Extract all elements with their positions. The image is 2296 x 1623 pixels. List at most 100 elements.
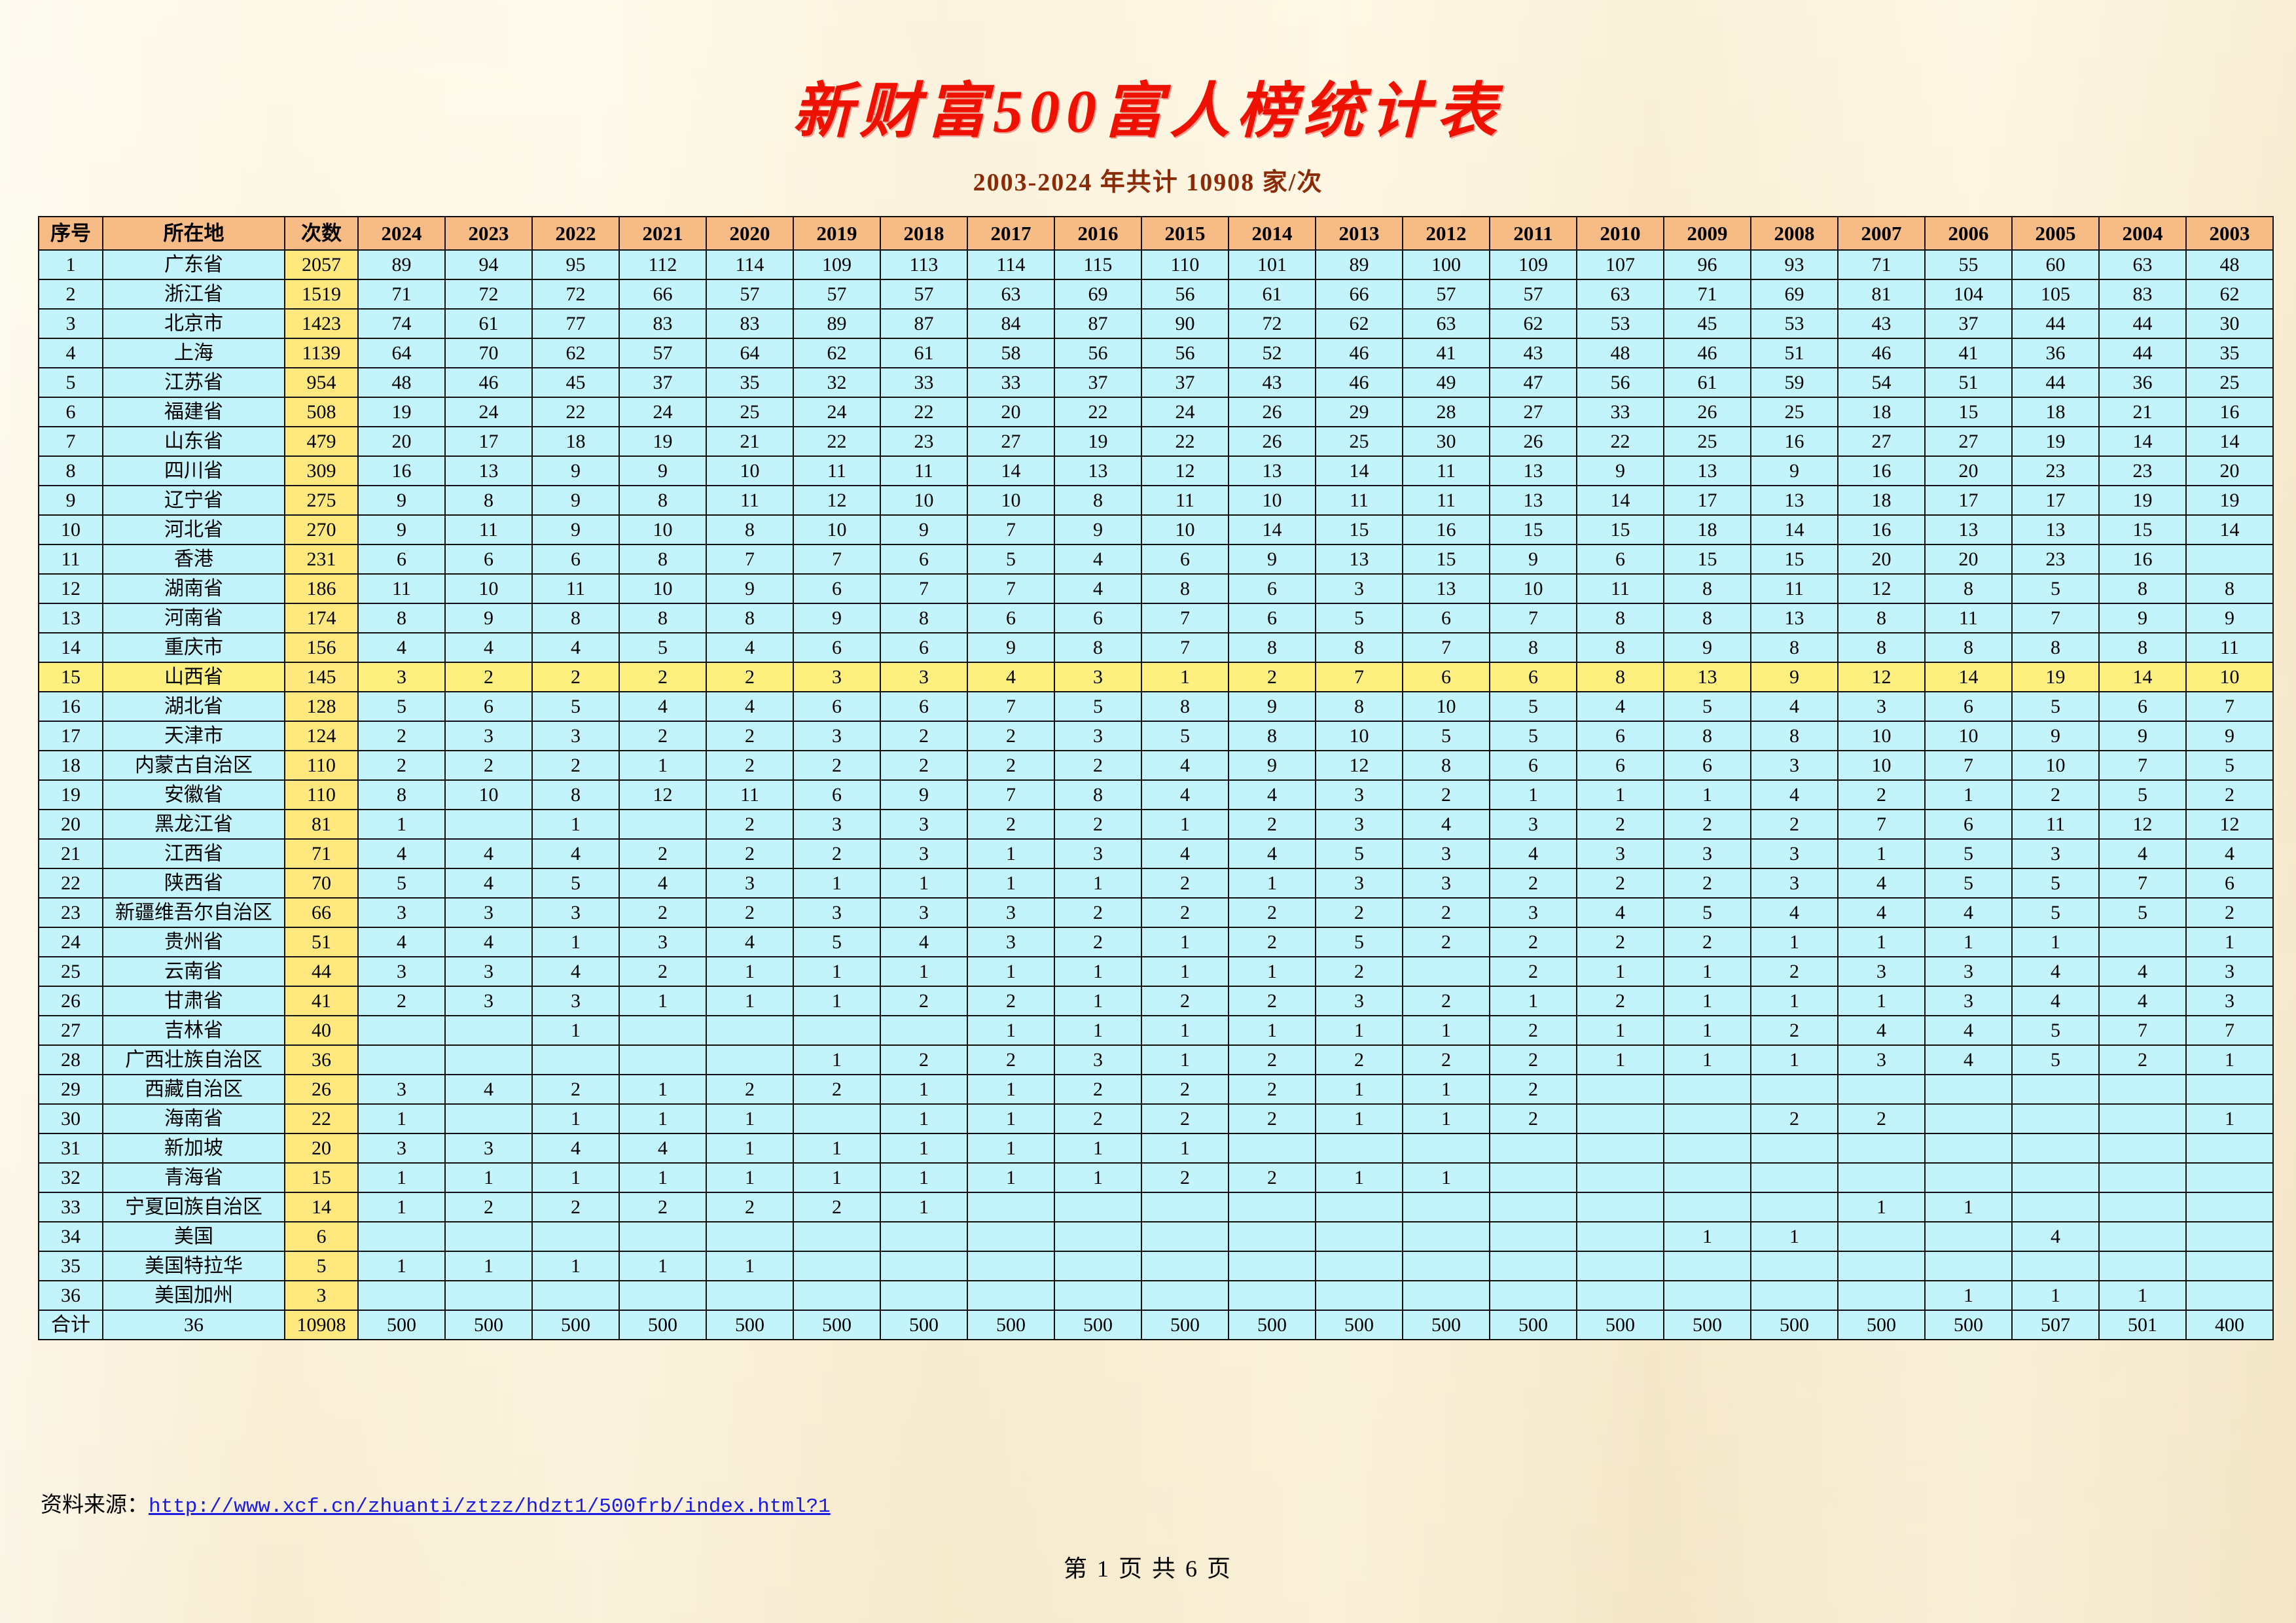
cell-year-2018: 3 bbox=[880, 838, 968, 869]
cell-year-2011: 1 bbox=[1489, 779, 1577, 810]
cell-year-2012 bbox=[1402, 1280, 1490, 1311]
total-year-2019: 500 bbox=[793, 1310, 881, 1340]
cell-year-2019: 6 bbox=[793, 691, 881, 722]
total-year-2010: 500 bbox=[1576, 1310, 1664, 1340]
cell-year-2003: 5 bbox=[2185, 750, 2274, 781]
cell-year-2009: 96 bbox=[1663, 249, 1751, 280]
cell-year-2006: 6 bbox=[1924, 809, 2013, 840]
cell-year-2020: 2 bbox=[706, 662, 794, 692]
cell-year-2008: 51 bbox=[1750, 338, 1839, 368]
cell-year-2019: 5 bbox=[793, 927, 881, 957]
source-url-link[interactable]: http://www.xcf.cn/zhuanti/ztzz/hdzt1/500… bbox=[149, 1495, 831, 1518]
cell-year-2024: 1 bbox=[357, 1103, 446, 1134]
cell-year-2021: 3 bbox=[619, 927, 707, 957]
cell-year-2024: 16 bbox=[357, 455, 446, 486]
cell-year-2020: 2 bbox=[706, 721, 794, 751]
total-year-2009: 500 bbox=[1663, 1310, 1751, 1340]
cell-year-2011: 6 bbox=[1489, 662, 1577, 692]
cell-year-2020 bbox=[706, 1221, 794, 1252]
cell-year-2004: 8 bbox=[2098, 573, 2187, 604]
cell-year-2019 bbox=[793, 1221, 881, 1252]
cell-year-2013: 62 bbox=[1315, 308, 1403, 339]
cell-year-2010: 8 bbox=[1576, 662, 1664, 692]
cell-year-2006: 8 bbox=[1924, 573, 2013, 604]
cell-year-2012: 63 bbox=[1402, 308, 1490, 339]
cell-year-2024: 20 bbox=[357, 426, 446, 457]
cell-year-2020: 3 bbox=[706, 868, 794, 899]
cell-year-2009: 1 bbox=[1663, 1221, 1751, 1252]
cell-year-2023: 94 bbox=[444, 249, 533, 280]
cell-year-2006: 13 bbox=[1924, 514, 2013, 545]
cell-year-2016: 115 bbox=[1054, 249, 1142, 280]
cell-year-2016: 1 bbox=[1054, 956, 1142, 987]
cell-year-2016: 2 bbox=[1054, 897, 1142, 928]
cell-year-2012: 13 bbox=[1402, 573, 1490, 604]
table-row: 20 黑龙江省 81 1 1 2 3 3 2 2 1 2 3 4 3 2 2 2 7 6 11 12 12 bbox=[38, 809, 2274, 840]
cell-year-2006: 5 bbox=[1924, 868, 2013, 899]
cell-year-2023: 10 bbox=[444, 779, 533, 810]
cell-year-2003: 9 bbox=[2185, 603, 2274, 633]
cell-year-2015: 1 bbox=[1141, 1044, 1229, 1075]
cell-year-2005: 5 bbox=[2011, 868, 2100, 899]
cell-year-2005: 3 bbox=[2011, 838, 2100, 869]
cell-year-2015 bbox=[1141, 1280, 1229, 1311]
cell-year-2011: 3 bbox=[1489, 809, 1577, 840]
cell-year-2012: 41 bbox=[1402, 338, 1490, 368]
cell-year-2015 bbox=[1141, 1192, 1229, 1222]
cell-year-2020: 2 bbox=[706, 897, 794, 928]
cell-year-2021: 1 bbox=[619, 1103, 707, 1134]
cell-year-2005: 7 bbox=[2011, 603, 2100, 633]
cell-year-2024: 2 bbox=[357, 986, 446, 1016]
cell-year-2019: 7 bbox=[793, 544, 881, 575]
cell-year-2004: 19 bbox=[2098, 485, 2187, 516]
cell-year-2024: 3 bbox=[357, 662, 446, 692]
cell-year-2022: 8 bbox=[531, 603, 620, 633]
cell-year-2009: 1 bbox=[1663, 1015, 1751, 1046]
cell-year-2023: 2 bbox=[444, 662, 533, 692]
cell-year-2022: 2 bbox=[531, 1074, 620, 1105]
cell-year-2022: 2 bbox=[531, 662, 620, 692]
cell-index: 19 bbox=[38, 779, 103, 810]
cell-year-2015: 1 bbox=[1141, 927, 1229, 957]
cell-year-2007: 10 bbox=[1837, 750, 1926, 781]
cell-year-2020: 83 bbox=[706, 308, 794, 339]
cell-year-2011: 7 bbox=[1489, 603, 1577, 633]
cell-year-2023: 3 bbox=[444, 1133, 533, 1164]
cell-index: 9 bbox=[38, 485, 103, 516]
cell-year-2021: 57 bbox=[619, 338, 707, 368]
cell-year-2021: 2 bbox=[619, 897, 707, 928]
cell-year-2015: 7 bbox=[1141, 632, 1229, 663]
cell-year-2016: 3 bbox=[1054, 1044, 1142, 1075]
cell-year-2022: 5 bbox=[531, 691, 620, 722]
cell-year-2018: 4 bbox=[880, 927, 968, 957]
cell-year-2008: 9 bbox=[1750, 455, 1839, 486]
cell-year-2006: 3 bbox=[1924, 956, 2013, 987]
cell-year-2020: 2 bbox=[706, 1192, 794, 1222]
table-body: 1 广东省 2057 89 94 95 112 114 109 113 114 115 110 101 89… bbox=[38, 249, 2274, 1340]
cell-year-2005: 9 bbox=[2011, 721, 2100, 751]
cell-year-2004: 63 bbox=[2098, 249, 2187, 280]
cell-year-2010 bbox=[1576, 1221, 1664, 1252]
total-year-2013: 500 bbox=[1315, 1310, 1403, 1340]
cell-year-2018 bbox=[880, 1251, 968, 1281]
cell-year-2010: 8 bbox=[1576, 632, 1664, 663]
cell-year-2020: 11 bbox=[706, 485, 794, 516]
cell-year-2014: 2 bbox=[1228, 1044, 1316, 1075]
cell-year-2007: 4 bbox=[1837, 1015, 1926, 1046]
cell-year-2022: 4 bbox=[531, 1133, 620, 1164]
cell-year-2019: 1 bbox=[793, 1162, 881, 1193]
cell-year-2011: 9 bbox=[1489, 544, 1577, 575]
cell-year-2021: 1 bbox=[619, 1074, 707, 1105]
column-header-year-2008: 2008 bbox=[1750, 216, 1839, 251]
cell-year-2011: 62 bbox=[1489, 308, 1577, 339]
cell-year-2016: 4 bbox=[1054, 573, 1142, 604]
column-header-year-2020: 2020 bbox=[706, 216, 794, 251]
cell-year-2009: 1 bbox=[1663, 956, 1751, 987]
cell-index: 36 bbox=[38, 1280, 103, 1311]
cell-year-2006: 5 bbox=[1924, 838, 2013, 869]
cell-year-2014: 9 bbox=[1228, 544, 1316, 575]
cell-year-2010: 63 bbox=[1576, 279, 1664, 310]
cell-year-2016: 37 bbox=[1054, 367, 1142, 398]
cell-index: 8 bbox=[38, 455, 103, 486]
cell-year-2017: 2 bbox=[967, 750, 1055, 781]
